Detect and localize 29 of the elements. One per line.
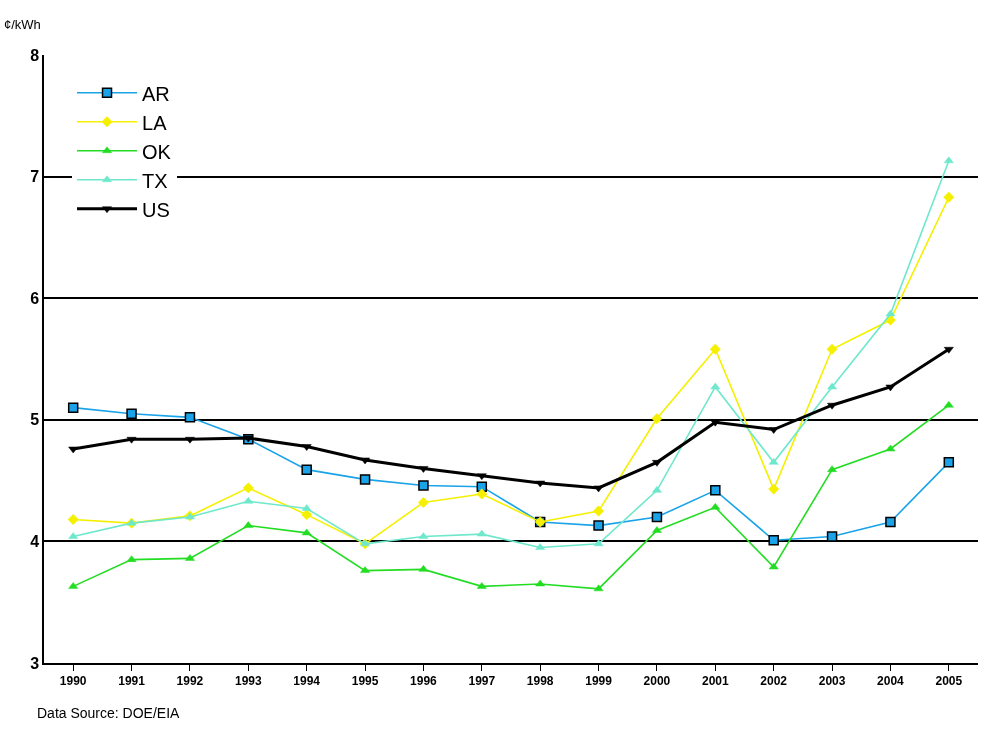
y-tick-label: 6 — [30, 289, 40, 307]
legend-label: OK — [142, 140, 172, 163]
x-tick-label: 2002 — [760, 674, 788, 689]
x-tick-label: 1998 — [526, 674, 554, 689]
y-axis-title: ¢/kWh — [4, 17, 41, 32]
legend-label: AR — [142, 82, 170, 105]
x-tick-label: 2000 — [643, 674, 671, 689]
x-tick-label: 1990 — [59, 674, 87, 689]
x-tick-label: 1995 — [351, 674, 379, 689]
x-tick-label: 1999 — [585, 674, 613, 689]
y-tick-label: 5 — [30, 411, 40, 429]
x-tick-label: 2005 — [935, 674, 963, 689]
legend-label: LA — [142, 111, 168, 134]
y-tick-label: 4 — [30, 533, 40, 550]
y-tick-label: 8 — [30, 46, 40, 64]
x-tick-label: 1993 — [234, 674, 262, 689]
legend-label: TX — [142, 169, 168, 192]
x-tick-label: 1992 — [176, 674, 204, 689]
x-tick-label: 2003 — [818, 674, 846, 689]
x-tick-label: 1994 — [293, 674, 321, 689]
legend-label: US — [142, 198, 170, 221]
x-tick-label: 1997 — [468, 674, 496, 689]
y-tick-label: 3 — [30, 654, 40, 672]
y-tick-label: 7 — [30, 168, 40, 186]
source-note: Data Source: DOE/EIA — [37, 705, 181, 721]
x-tick-label: 1991 — [118, 674, 146, 689]
x-tick-label: 2004 — [877, 674, 905, 689]
x-tick-label: 2001 — [701, 674, 729, 689]
x-tick-label: 1996 — [410, 674, 438, 689]
